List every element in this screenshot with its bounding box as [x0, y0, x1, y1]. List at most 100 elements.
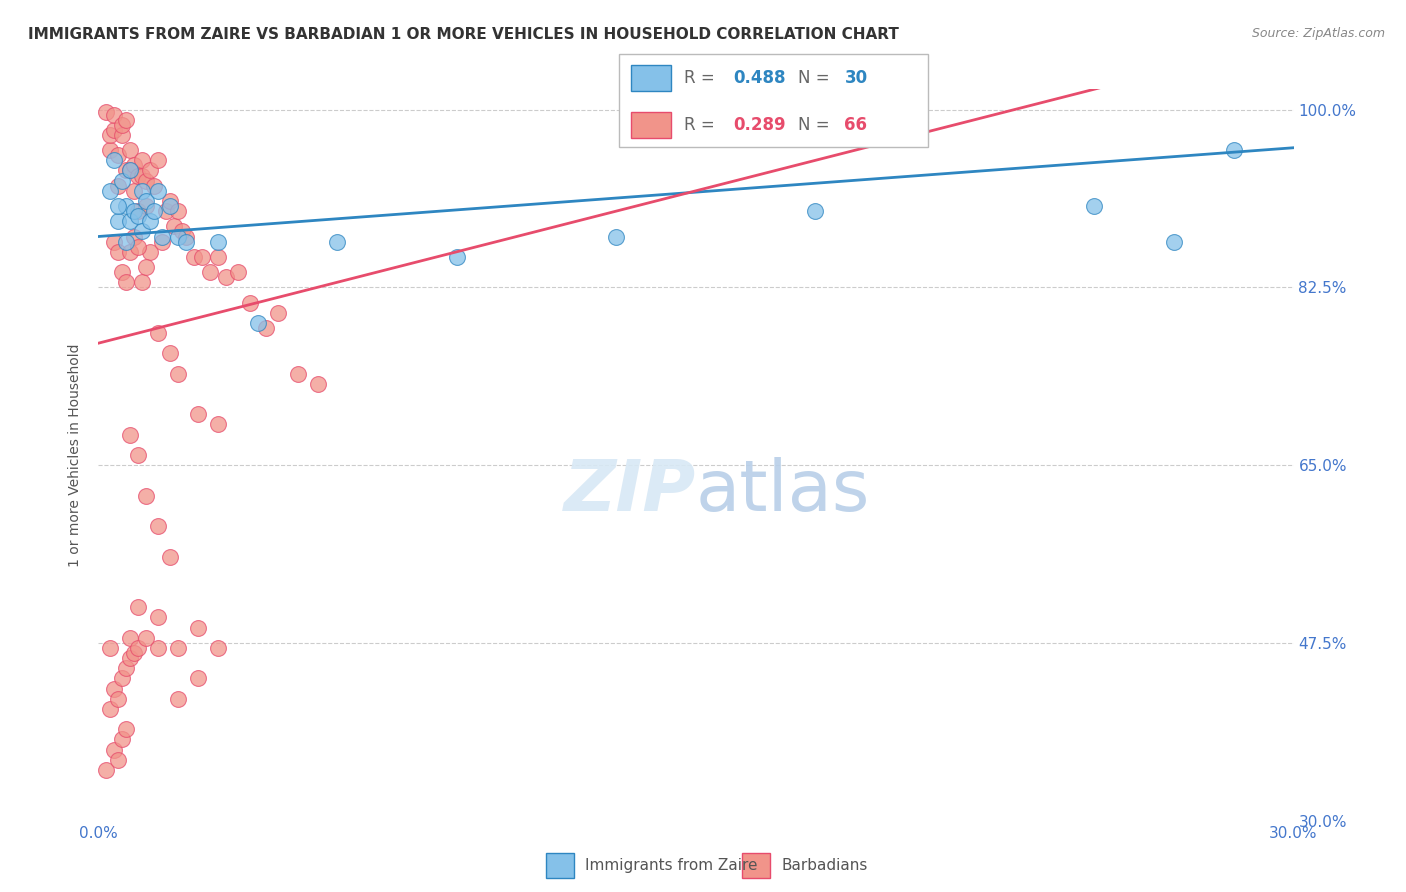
Point [172, 224, 194, 238]
Point [246, 316, 269, 330]
Point [98, 702, 122, 716]
Point [115, 199, 138, 213]
Text: N =: N = [799, 69, 835, 87]
Text: 0.289: 0.289 [733, 116, 786, 134]
Point [287, 367, 309, 381]
Point [167, 640, 190, 655]
Text: IMMIGRANTS FROM ZAIRE VS BARBADIAN 1 OR MORE VEHICLES IN HOUSEHOLD CORRELATION C: IMMIGRANTS FROM ZAIRE VS BARBADIAN 1 OR … [28, 27, 898, 42]
Point [135, 194, 157, 208]
Point [148, 640, 170, 655]
Bar [631, 65, 671, 91]
Point [159, 549, 181, 564]
Y-axis label: 1 or more Vehicles in Household: 1 or more Vehicles in Household [69, 343, 83, 566]
Point [239, 295, 262, 310]
Point [127, 600, 149, 615]
Point [307, 376, 329, 391]
Point [111, 732, 134, 747]
Point [1083, 199, 1105, 213]
Point [198, 265, 221, 279]
Point [115, 112, 138, 127]
Point [131, 224, 153, 238]
Point [96, 104, 118, 119]
Text: R =: R = [683, 116, 720, 134]
Point [167, 229, 190, 244]
Point [103, 107, 125, 121]
Point [155, 204, 177, 219]
Point [207, 250, 229, 264]
Point [124, 158, 146, 172]
Point [111, 118, 134, 132]
Point [167, 691, 190, 706]
Point [103, 681, 125, 696]
Point [115, 235, 138, 249]
Point [207, 640, 229, 655]
Point [148, 519, 170, 533]
Point [103, 153, 125, 168]
Point [159, 194, 181, 208]
Point [207, 235, 229, 249]
Text: Barbadians: Barbadians [782, 858, 868, 872]
Point [107, 199, 129, 213]
Point [120, 163, 142, 178]
Point [103, 123, 125, 137]
Point [107, 691, 129, 706]
Text: ZIP: ZIP [564, 457, 696, 526]
Point [135, 173, 157, 187]
Point [127, 169, 149, 183]
Point [115, 163, 138, 178]
Point [107, 244, 129, 259]
Bar [742, 853, 770, 878]
Point [96, 763, 118, 777]
Point [148, 326, 170, 340]
Text: 0.488: 0.488 [733, 69, 786, 87]
Bar [546, 853, 574, 878]
Point [187, 672, 209, 686]
Point [139, 244, 162, 259]
Point [98, 640, 122, 655]
Point [135, 489, 157, 503]
Point [98, 128, 122, 142]
Point [143, 178, 166, 193]
Text: atlas: atlas [696, 457, 870, 526]
Point [107, 148, 129, 162]
Point [124, 184, 146, 198]
Point [187, 407, 209, 421]
Point [207, 417, 229, 432]
Point [111, 265, 134, 279]
Point [115, 723, 138, 737]
Point [446, 250, 468, 264]
Point [163, 219, 186, 234]
Point [1223, 143, 1246, 157]
Point [267, 306, 290, 320]
Point [124, 204, 146, 219]
Point [103, 235, 125, 249]
Point [120, 427, 142, 442]
Point [159, 346, 181, 360]
Point [226, 265, 249, 279]
Point [148, 610, 170, 624]
Point [187, 621, 209, 635]
Text: 30: 30 [845, 69, 868, 87]
Point [804, 204, 827, 219]
Point [115, 661, 138, 675]
Point [120, 651, 142, 665]
Point [174, 229, 197, 244]
Point [191, 250, 214, 264]
Point [107, 178, 129, 193]
Point [1163, 235, 1185, 249]
Text: N =: N = [799, 116, 835, 134]
Point [127, 240, 149, 254]
Point [150, 235, 173, 249]
Text: 66: 66 [845, 116, 868, 134]
Point [159, 199, 181, 213]
Point [254, 321, 277, 335]
Text: R =: R = [683, 69, 720, 87]
Point [124, 646, 146, 660]
Point [120, 214, 142, 228]
Point [107, 214, 129, 228]
Point [143, 204, 166, 219]
Point [98, 184, 122, 198]
Point [111, 128, 134, 142]
Point [115, 275, 138, 289]
Point [139, 214, 162, 228]
